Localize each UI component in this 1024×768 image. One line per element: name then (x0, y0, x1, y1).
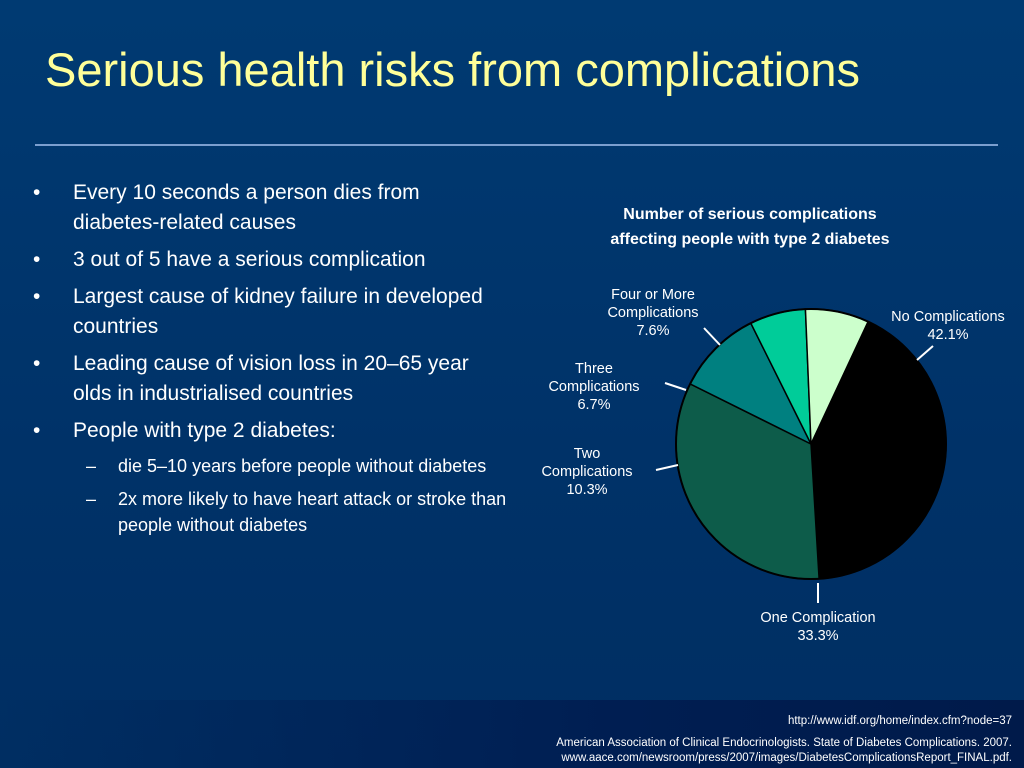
bullet-text: 3 out of 5 have a serious complication (73, 248, 426, 271)
dash-mark: – (86, 489, 97, 509)
slice-label: Four or More (611, 287, 695, 303)
slice-label: One Complication (760, 610, 875, 626)
bullet-mark: • (33, 419, 41, 442)
slice-value-label: 42.1% (927, 327, 968, 343)
slice-value-label: 33.3% (797, 628, 838, 644)
slice-value-label: 7.6% (636, 323, 669, 339)
bullet-item: • 3 out of 5 have a serious complication (30, 245, 510, 275)
chart-title-line-2: affecting people with type 2 diabetes (610, 231, 890, 248)
pie-outline (675, 308, 947, 580)
slice-label: Complications (607, 305, 698, 321)
bullet-text: People with type 2 diabetes: (73, 419, 336, 442)
leader-line (703, 327, 721, 346)
bullet-text: die 5–10 years before people without dia… (118, 456, 487, 476)
footer-band (0, 700, 1024, 768)
slice-value-label: 10.3% (566, 482, 607, 498)
bullet-item: • Every 10 seconds a person dies from dia… (30, 178, 510, 238)
slice-label: Three (575, 361, 613, 377)
slide-title: Serious health risks from complications (45, 43, 860, 96)
dash-mark: – (86, 456, 97, 476)
bullet-item: • People with type 2 diabetes: (30, 416, 510, 446)
footer-url: http://www.idf.org/home/index.cfm?node=3… (787, 715, 1012, 727)
slice-value-label: 6.7% (577, 397, 610, 413)
slice-label: No Complications (891, 309, 1005, 325)
footer-citation-line-1: American Association of Clinical Endocri… (556, 737, 1012, 749)
sub-bullet-item: – 2x more likely to have heart attack or … (30, 486, 510, 538)
bullet-list: • Every 10 seconds a person dies from dia… (30, 178, 510, 545)
slice-label: Complications (541, 464, 632, 480)
bullet-item: • Largest cause of kidney failure in deve… (30, 282, 510, 342)
leader-line (664, 382, 687, 391)
bullet-text: Leading cause of vision loss in 20–65 ye… (73, 352, 469, 405)
bullet-mark: • (33, 285, 41, 308)
bullet-mark: • (33, 248, 41, 271)
chart-title-line-1: Number of serious complications (623, 206, 877, 223)
bullet-text: 2x more likely to have heart attack or s… (118, 489, 507, 535)
title-divider (35, 144, 998, 146)
leader-line (916, 345, 934, 361)
sub-bullet-item: – die 5–10 years before people without di… (30, 453, 510, 479)
bullet-text: Every 10 seconds a person dies from diab… (73, 181, 420, 234)
bullet-item: • Leading cause of vision loss in 20–65 y… (30, 349, 510, 409)
slice-label: Complications (548, 379, 639, 395)
bullet-mark: • (33, 181, 41, 204)
slice-label: Two (574, 446, 601, 462)
footer-citation-line-2: www.aace.com/newsroom/press/2007/images/… (561, 752, 1012, 764)
chart-title: Number of serious complications affectin… (560, 202, 940, 252)
bullet-mark: • (33, 352, 41, 375)
bullet-text: Largest cause of kidney failure in devel… (73, 285, 483, 338)
leader-line (655, 464, 679, 471)
